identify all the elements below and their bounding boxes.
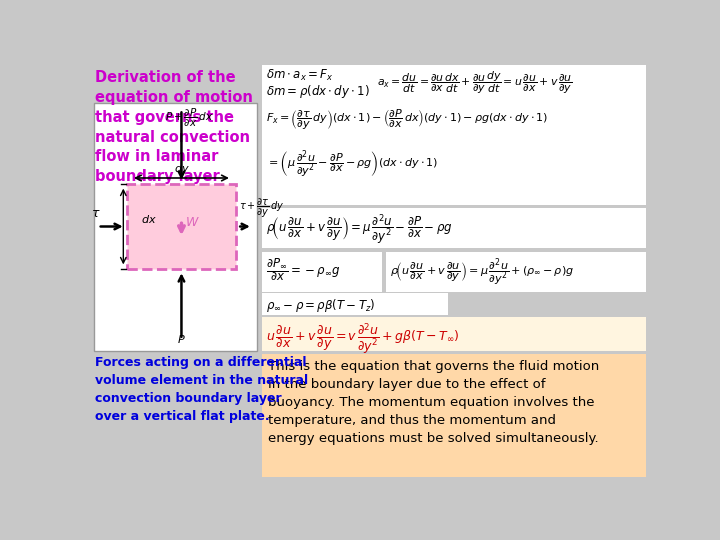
Text: $dx$: $dx$	[141, 213, 157, 225]
Bar	[262, 252, 382, 292]
Bar	[262, 294, 448, 315]
Text: $W$: $W$	[185, 216, 200, 229]
Bar	[262, 65, 647, 205]
Text: $F_x = \left(\dfrac{\partial \tau}{\partial y}\,dy\right)(dx \cdot 1) - \left(\d: $F_x = \left(\dfrac{\partial \tau}{\part…	[266, 108, 548, 132]
Bar	[386, 252, 647, 292]
Text: $\rho\!\left(u\,\dfrac{\partial u}{\partial x} + v\,\dfrac{\partial u}{\partial : $\rho\!\left(u\,\dfrac{\partial u}{\part…	[390, 256, 574, 288]
Bar	[262, 208, 647, 248]
Text: This is the equation that governs the fluid motion
in the boundary layer due to : This is the equation that governs the fl…	[269, 360, 600, 445]
Text: $= \left(\mu\,\dfrac{\partial^2 u}{\partial y^2} - \dfrac{\partial P}{\partial x: $= \left(\mu\,\dfrac{\partial^2 u}{\part…	[266, 148, 438, 180]
Text: $\rho\!\left(u\,\dfrac{\partial u}{\partial x} + v\,\dfrac{\partial u}{\partial : $\rho\!\left(u\,\dfrac{\partial u}{\part…	[266, 213, 452, 247]
Text: $P$: $P$	[177, 333, 186, 345]
Bar	[94, 103, 256, 351]
Text: $dy$: $dy$	[174, 163, 189, 177]
Bar	[262, 318, 647, 351]
Text: $\tau + \dfrac{\partial \tau}{\partial y}\,dy$: $\tau + \dfrac{\partial \tau}{\partial y…	[239, 197, 284, 220]
FancyBboxPatch shape	[127, 184, 235, 269]
Text: $u\,\dfrac{\partial u}{\partial x} + v\,\dfrac{\partial u}{\partial y} = v\,\dfr: $u\,\dfrac{\partial u}{\partial x} + v\,…	[266, 321, 459, 356]
Text: $\dfrac{\partial P_\infty}{\partial x} = -\rho_\infty g$: $\dfrac{\partial P_\infty}{\partial x} =…	[266, 256, 341, 284]
Text: $P + \dfrac{\partial P}{\partial x}\,dx$: $P + \dfrac{\partial P}{\partial x}\,dx$	[165, 107, 213, 130]
Text: Forces acting on a differential
volume element in the natural
convection boundar: Forces acting on a differential volume e…	[94, 356, 307, 423]
Text: $a_x = \dfrac{du}{dt} = \dfrac{\partial u}{\partial x}\dfrac{dx}{dt} + \dfrac{\p: $a_x = \dfrac{du}{dt} = \dfrac{\partial …	[377, 70, 572, 96]
Text: Derivation of the
equation of motion
that governs the
natural convection
flow in: Derivation of the equation of motion tha…	[96, 70, 253, 184]
Text: $\rho_\infty - \rho = \rho\beta(T - T_z)$: $\rho_\infty - \rho = \rho\beta(T - T_z)…	[266, 298, 376, 314]
Text: $\tau$: $\tau$	[91, 207, 101, 220]
Text: $\delta m = \rho(dx \cdot dy \cdot 1)$: $\delta m = \rho(dx \cdot dy \cdot 1)$	[266, 83, 369, 100]
Text: $\delta m \cdot a_x = F_x$: $\delta m \cdot a_x = F_x$	[266, 68, 333, 83]
Bar	[262, 354, 647, 477]
